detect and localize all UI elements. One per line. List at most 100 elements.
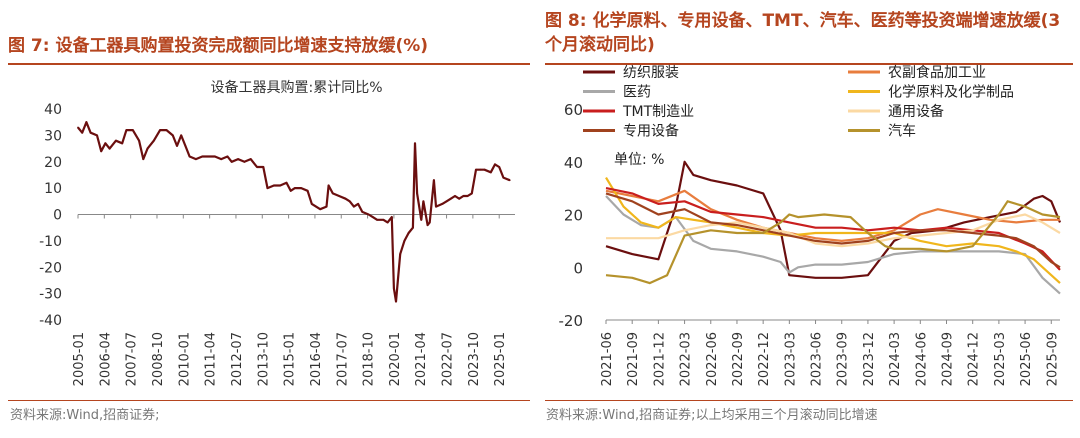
fig7-data-point-0 [77,126,79,129]
fig7-data-point-28 [226,155,229,158]
fig7-chart-title: 设备工器具购置:累计同比% [210,79,382,96]
fig7-data-point-47 [327,184,330,187]
fig7-data-point-59 [386,221,389,224]
fig7-data-point-35 [266,187,269,190]
fig7-data-point-16 [159,129,162,132]
fig8-title: 图 8: 化学原料、专用设备、TMT、汽车、医药等投资端增速放缓(3 个月滚动同… [545,11,1061,55]
fig8-legend-label-3: 化学原料及化学制品 [888,85,1014,101]
fig7-data-point-52 [353,205,355,208]
fig7-x-tick-2: 2007-07 [125,332,140,386]
fig7-data-point-75 [441,203,444,205]
fig8-x-tick-8: 2023-06 [810,332,825,386]
fig7-x-tick-9: 2016-04 [309,332,324,386]
fig7-data-point-42 [306,189,309,192]
fig8-source: 资料来源:Wind,招商证券;以上均采用三个月滚动同比增速 [546,408,878,423]
fig7-title-rule [8,63,530,65]
fig8-x-tick-15: 2025-03 [993,332,1008,386]
fig7-y-tick-0: 40 [44,102,62,118]
fig8-legend-label-4: TMT制造业 [622,104,694,120]
fig7-data-point-25 [207,155,210,158]
fig7-x-tick-4: 2010-01 [177,332,192,386]
fig8-x-tick-6: 2022-12 [757,332,772,386]
fig7-data-point-32 [249,158,252,161]
fig7-data-point-17 [165,129,168,132]
fig7-data-point-12 [138,139,141,142]
fig7-data-point-89 [502,176,505,179]
fig7-data-point-36 [273,184,275,187]
fig7-data-point-56 [371,216,374,219]
fig7-data-point-24 [201,155,204,158]
fig7-data-point-9 [121,142,124,145]
fig7-data-point-44 [315,205,317,208]
fig7-data-point-21 [184,145,187,147]
fig7-data-point-3 [89,131,92,134]
fig8-x-tick-2: 2021-12 [652,332,667,386]
fig7-data-point-43 [310,203,313,205]
fig7-y-tick-2: 20 [44,155,62,171]
fig7-data-point-78 [454,195,456,197]
fig7-data-point-53 [357,203,359,205]
fig8-series-line-4 [605,187,1061,271]
fig8-legend-label-6: 专用设备 [623,123,679,140]
fig7-data-point-31 [243,160,246,163]
fig8-series-line-3 [605,177,1061,284]
fig7-x-tick-1: 2006-04 [98,332,113,386]
fig7-data-point-29 [230,160,233,163]
fig8-legend-label-1: 农副食品加工业 [888,64,986,81]
fig7-x-tick-15: 2023-10 [467,332,482,386]
fig7-x-tick-0: 2005-01 [72,332,87,386]
fig7-x-tick-10: 2017-07 [335,332,350,386]
fig8-x-tick-4: 2022-06 [705,332,720,386]
fig8-x-tick-9: 2023-09 [836,332,851,386]
fig7-data-point-5 [100,150,103,153]
fig8-legend-label-5: 通用设备 [888,103,944,120]
fig7-data-point-57 [376,218,378,221]
fig7-y-tick-4: 0 [53,208,62,224]
fig8-title-rule [545,63,1073,65]
fig7-data-point-38 [285,181,288,184]
fig8-bottom-rule [545,400,1073,401]
fig7-data-point-20 [180,134,183,137]
fig7-data-point-45 [319,208,322,211]
fig7-data-point-62 [395,300,397,303]
fig7-x-tick-12: 2020-01 [388,332,403,386]
fig7-x-tick-8: 2015-01 [283,332,298,386]
fig7-data-point-26 [214,155,216,158]
fig7-data-point-79 [458,197,461,200]
fig7-data-point-30 [237,158,240,161]
fig8-legend-label-7: 汽车 [888,123,916,140]
fig7-data-point-15 [152,139,155,142]
fig7-x-tick-5: 2011-04 [204,332,219,386]
fig7-x-tick-11: 2018-10 [362,332,377,386]
fig7-data-point-33 [256,166,258,168]
fig7-data-point-85 [483,168,486,171]
fig8-series-line-5 [606,213,1061,248]
fig7-data-point-81 [466,195,469,197]
fig7-bottom-rule [8,400,530,401]
fig7-data-point-7 [108,147,111,150]
fig7-data-point-70 [422,200,425,203]
fig7-data-point-14 [146,147,149,150]
fig7-data-point-39 [289,189,292,192]
fig7-data-point-88 [498,166,501,168]
fig7-x-tick-16: 2025-01 [493,332,508,386]
fig7-data-point-49 [338,195,340,197]
fig8-x-tick-0: 2021-06 [600,332,615,386]
fig7-data-point-61 [393,287,395,290]
fig7-data-point-86 [489,171,492,174]
fig7-data-point-63 [399,253,402,256]
fig7-data-point-48 [331,192,334,195]
fig7-data-point-22 [188,155,191,158]
fig7-data-point-58 [382,218,385,221]
fig8-x-tick-17: 2025-09 [1045,332,1060,386]
fig7-data-point-87 [494,163,496,166]
fig7-data-point-4 [96,134,98,137]
fig8-x-tick-5: 2022-09 [731,332,746,386]
fig7-x-tick-7: 2013-10 [256,332,271,386]
fig7-data-point-8 [115,139,117,142]
fig8-x-tick-1: 2021-09 [626,332,641,386]
fig7-data-point-34 [262,166,265,168]
fig8-y-tick-2: 20 [564,207,583,225]
fig7-data-point-73 [433,179,435,182]
